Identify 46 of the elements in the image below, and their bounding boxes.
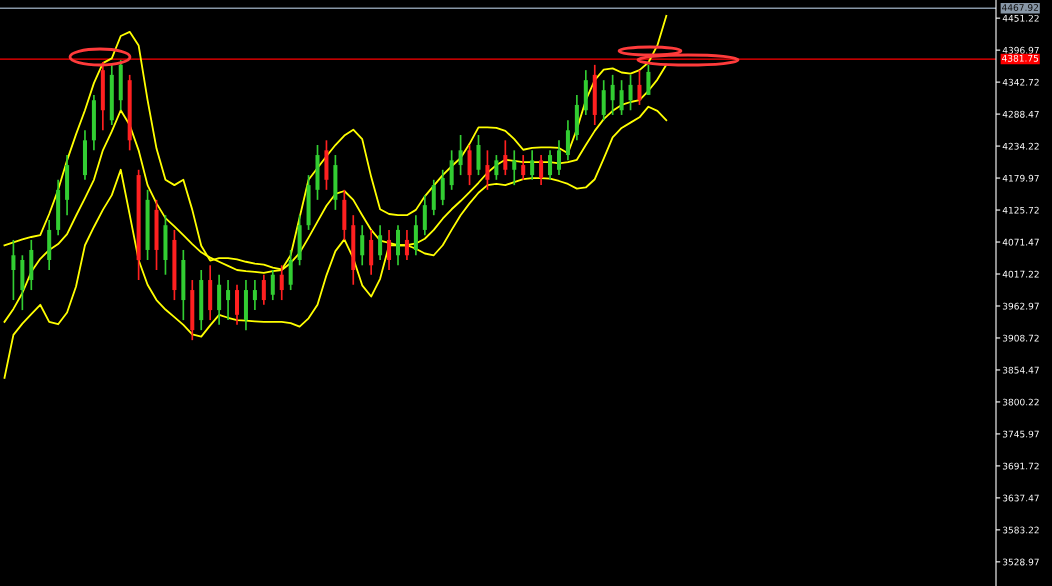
candlestick bbox=[458, 134, 463, 176]
candlestick bbox=[494, 154, 499, 181]
y-tick-label: 4125.72 bbox=[1002, 206, 1039, 214]
y-tick-label: 4288.47 bbox=[1002, 110, 1039, 118]
ref-line-label: 4381.75 bbox=[1002, 54, 1039, 62]
y-tick-label: 3962.97 bbox=[1002, 302, 1039, 310]
y-tick-label: 3800.22 bbox=[1002, 398, 1039, 406]
y-tick-label: 4451.22 bbox=[1002, 14, 1039, 22]
y-tick-label: 4071.47 bbox=[1002, 238, 1039, 246]
candlestick bbox=[619, 79, 624, 116]
candlestick bbox=[378, 224, 383, 261]
candlestick bbox=[485, 149, 490, 191]
y-tick-label: 3854.47 bbox=[1002, 366, 1039, 374]
candlestick bbox=[387, 229, 392, 271]
y-tick-label: 4396.97 bbox=[1002, 46, 1039, 54]
candlestick bbox=[512, 149, 517, 186]
candlestick bbox=[270, 269, 275, 301]
candlestick bbox=[556, 139, 561, 176]
y-tick-label: 4017.22 bbox=[1002, 270, 1039, 278]
candlestick bbox=[404, 229, 409, 261]
candlestick bbox=[539, 154, 544, 186]
candlestick bbox=[261, 273, 266, 306]
candlestick bbox=[610, 74, 615, 116]
candlestick bbox=[360, 224, 365, 267]
y-tick-label: 4342.72 bbox=[1002, 78, 1039, 86]
candlestick bbox=[11, 239, 16, 301]
candlestick bbox=[646, 64, 651, 96]
candlestick bbox=[440, 168, 445, 206]
candlestick bbox=[252, 279, 257, 311]
candlestick bbox=[548, 149, 553, 181]
candlestick bbox=[226, 279, 231, 321]
y-tick-label: 3691.72 bbox=[1002, 462, 1039, 470]
y-tick-label: 3637.47 bbox=[1002, 494, 1039, 502]
y-tick-label: 4179.97 bbox=[1002, 174, 1039, 182]
y-tick-label: 3583.22 bbox=[1002, 526, 1039, 534]
y-tick-label: 3908.72 bbox=[1002, 334, 1039, 342]
y-tick-label: 4234.22 bbox=[1002, 142, 1039, 150]
ref-line-label: 4467.92 bbox=[1002, 4, 1038, 11]
y-tick-label: 3528.97 bbox=[1002, 558, 1039, 566]
candlestick bbox=[279, 264, 284, 301]
candlestick bbox=[628, 74, 633, 112]
candlestick bbox=[530, 149, 535, 181]
candlestick bbox=[503, 139, 508, 176]
candlestick bbox=[637, 69, 642, 106]
y-tick-label: 3745.97 bbox=[1002, 430, 1039, 438]
candlestick bbox=[521, 154, 526, 181]
